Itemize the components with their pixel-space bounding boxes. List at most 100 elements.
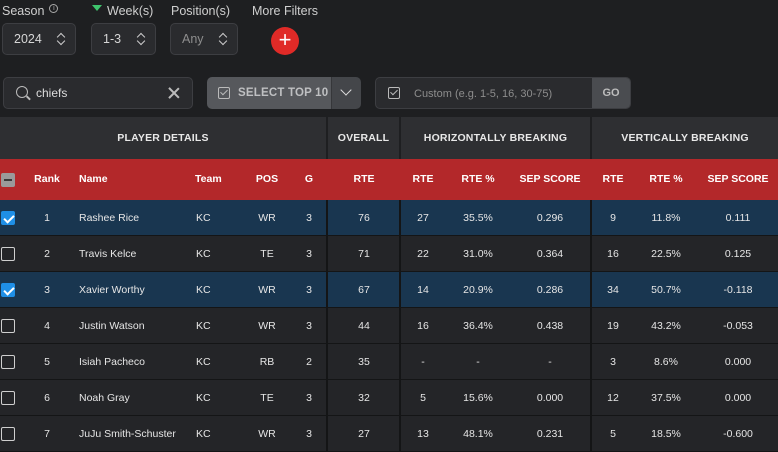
- cell-g: 3: [306, 284, 312, 296]
- cell-g: 2: [306, 356, 312, 368]
- col-v-rte[interactable]: RTE: [602, 173, 624, 185]
- column-divider: [590, 236, 592, 272]
- chevron-updown-icon: [56, 32, 66, 46]
- col-h-rte[interactable]: RTE: [412, 173, 434, 185]
- cell-h-rte: 16: [417, 320, 429, 332]
- cell-v-sep: 0.000: [724, 392, 752, 404]
- weeks-select[interactable]: 1-3: [91, 23, 156, 55]
- cell-v-rte-pct: 50.7%: [651, 284, 681, 296]
- cell-h-sep: 0.438: [536, 320, 564, 332]
- cell-h-rte-pct: 36.4%: [463, 320, 493, 332]
- cell-h-rte: 13: [417, 428, 429, 440]
- column-divider: [326, 344, 328, 380]
- cell-v-rte-pct: 43.2%: [651, 320, 681, 332]
- cell-g: 3: [306, 248, 312, 260]
- table-row[interactable]: 4 Justin Watson KC WR 3 44 16 36.4% 0.438 19 43.2%…: [0, 308, 778, 344]
- cell-g: 3: [306, 320, 312, 332]
- cell-h-sep: 0.296: [536, 212, 564, 224]
- cell-name[interactable]: Justin Watson: [79, 320, 145, 332]
- cell-v-rte: 5: [610, 428, 616, 440]
- column-divider: [399, 236, 401, 272]
- group-overall: OVERALL: [328, 117, 399, 159]
- table-row[interactable]: 7 JuJu Smith-Schuster KC WR 3 27 13 48.1% 0.231 5…: [0, 416, 778, 452]
- checkbox-icon: [388, 87, 400, 99]
- cell-rank: 6: [44, 392, 50, 404]
- cell-overall-rte: 76: [358, 212, 370, 224]
- cell-h-rte-pct: -: [476, 356, 480, 368]
- cell-rank: 3: [44, 284, 50, 296]
- col-v-rte-pct[interactable]: RTE %: [649, 173, 683, 185]
- select-top-button[interactable]: SELECT TOP 10: [207, 77, 331, 109]
- cell-v-rte: 16: [607, 248, 619, 260]
- row-divider: [0, 271, 778, 272]
- table-row[interactable]: 5 Isiah Pacheco KC RB 2 35 - - - 3 8.6% 0.000: [0, 344, 778, 380]
- cell-name[interactable]: Rashee Rice: [79, 212, 140, 224]
- cell-rank: 4: [44, 320, 50, 332]
- col-v-sep-score[interactable]: SEP SCORE: [707, 173, 769, 185]
- row-checkbox[interactable]: [1, 211, 15, 225]
- season-select[interactable]: 2024: [2, 23, 76, 55]
- row-divider: [0, 235, 778, 236]
- cell-overall-rte: 27: [358, 428, 370, 440]
- select-all-checkbox[interactable]: [1, 173, 15, 187]
- cell-v-rte-pct: 22.5%: [651, 248, 681, 260]
- checkbox-icon: [218, 87, 230, 99]
- col-g[interactable]: G: [304, 173, 314, 185]
- col-pos[interactable]: POS: [255, 173, 279, 185]
- cell-v-rte: 3: [610, 356, 616, 368]
- search-box: [3, 77, 193, 109]
- cell-name[interactable]: Noah Gray: [79, 392, 130, 404]
- cell-name[interactable]: Xavier Worthy: [79, 284, 145, 296]
- cell-pos: RB: [259, 356, 275, 368]
- col-name[interactable]: Name: [79, 173, 108, 185]
- column-divider: [590, 308, 592, 344]
- cell-g: 3: [306, 212, 312, 224]
- cell-name[interactable]: Travis Kelce: [79, 248, 137, 260]
- cell-name[interactable]: JuJu Smith-Schuster: [79, 428, 176, 440]
- position-select[interactable]: Any: [170, 23, 238, 55]
- cell-h-rte-pct: 48.1%: [463, 428, 493, 440]
- table-row[interactable]: 6 Noah Gray KC TE 3 32 5 15.6% 0.000 12 37.5% 0.000: [0, 380, 778, 416]
- col-h-rte-pct[interactable]: RTE %: [461, 173, 495, 185]
- cell-rank: 5: [44, 356, 50, 368]
- table-row[interactable]: 2 Travis Kelce KC TE 3 71 22 31.0% 0.364 16 22.5% 0…: [0, 236, 778, 272]
- col-h-sep-score[interactable]: SEP SCORE: [519, 173, 581, 185]
- cell-h-sep: 0.286: [536, 284, 564, 296]
- column-divider: [399, 344, 401, 380]
- column-divider: [326, 416, 328, 452]
- cell-overall-rte: 67: [358, 284, 370, 296]
- row-checkbox[interactable]: [1, 247, 15, 261]
- cell-v-rte-pct: 18.5%: [651, 428, 681, 440]
- search-input[interactable]: [36, 83, 156, 103]
- col-rank[interactable]: Rank: [34, 173, 60, 185]
- custom-range-input[interactable]: [414, 84, 589, 104]
- cell-h-rte: 22: [417, 248, 429, 260]
- table-row[interactable]: 3 Xavier Worthy KC WR 3 67 14 20.9% 0.286 34 50.7%…: [0, 272, 778, 308]
- close-icon[interactable]: [168, 87, 180, 99]
- table-row[interactable]: 1 Rashee Rice KC WR 3 76 27 35.5% 0.296 9 11.8% 0.1…: [0, 200, 778, 236]
- row-checkbox[interactable]: [1, 283, 15, 297]
- row-checkbox[interactable]: [1, 319, 15, 333]
- row-divider: [0, 307, 778, 308]
- col-overall-rte[interactable]: RTE: [353, 173, 375, 185]
- cell-v-rte-pct: 37.5%: [651, 392, 681, 404]
- go-button[interactable]: GO: [592, 78, 630, 108]
- row-checkbox[interactable]: [1, 391, 15, 405]
- column-divider: [326, 236, 328, 272]
- cell-v-sep: 0.125: [724, 248, 752, 260]
- column-divider: [326, 308, 328, 344]
- row-checkbox[interactable]: [1, 427, 15, 441]
- column-divider: [326, 272, 328, 308]
- row-checkbox[interactable]: [1, 355, 15, 369]
- group-horizontally-breaking: HORIZONTALLY BREAKING: [401, 117, 590, 159]
- chevron-down-icon[interactable]: [331, 77, 361, 109]
- col-team[interactable]: Team: [195, 173, 222, 185]
- weeks-label: Week(s): [92, 4, 153, 18]
- cell-name[interactable]: Isiah Pacheco: [79, 356, 145, 368]
- add-filter-button[interactable]: +: [271, 27, 299, 55]
- cell-team: KC: [196, 284, 211, 296]
- info-icon[interactable]: i: [49, 3, 59, 13]
- cell-v-sep: -0.053: [723, 320, 753, 332]
- cell-h-rte: 14: [417, 284, 429, 296]
- row-divider: [0, 379, 778, 380]
